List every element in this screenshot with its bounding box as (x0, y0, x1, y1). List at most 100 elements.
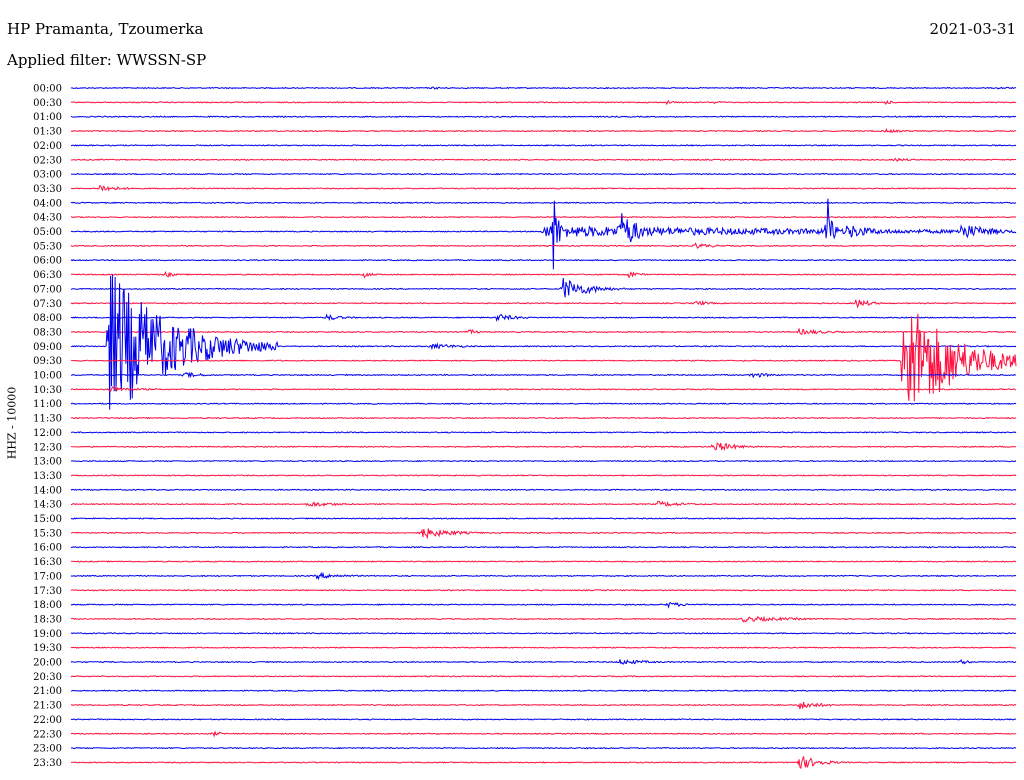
row-time-label: 12:30 (33, 442, 62, 453)
row-time-label: 13:30 (33, 471, 62, 482)
row-time-label: 03:00 (33, 170, 62, 181)
seismic-trace (70, 442, 1017, 451)
seismic-trace (70, 658, 1017, 665)
seismic-trace (70, 571, 1017, 581)
seismic-trace (70, 488, 1017, 492)
row-time-label: 16:00 (33, 543, 62, 554)
seismic-trace (70, 215, 1017, 219)
seismic-trace (70, 402, 1017, 405)
row-time-label: 10:00 (33, 371, 62, 382)
seismic-trace (71, 459, 1017, 463)
row-time-label: 23:30 (33, 758, 62, 769)
row-time-label: 17:00 (33, 571, 62, 582)
row-time-label: 01:30 (33, 127, 62, 138)
seismic-trace (70, 157, 1016, 162)
seismic-trace (70, 185, 1017, 192)
row-time-label: 09:00 (33, 342, 62, 353)
seismic-trace (71, 560, 1017, 563)
seismic-trace (70, 270, 1017, 279)
row-time-label: 14:00 (33, 485, 62, 496)
seismic-trace (70, 299, 1017, 309)
seismic-trace (70, 602, 1017, 609)
seismic-trace (70, 313, 1017, 322)
seismic-trace (70, 718, 1017, 721)
seismic-trace (70, 144, 1017, 147)
row-time-label: 07:30 (33, 299, 62, 310)
seismic-trace (70, 198, 1017, 270)
seismic-trace (70, 675, 1017, 678)
row-time-label: 21:00 (33, 686, 62, 697)
row-time-label: 04:30 (33, 213, 62, 224)
row-time-label: 05:00 (33, 227, 62, 238)
row-time-label: 08:30 (33, 327, 62, 338)
row-time-label: 22:30 (33, 729, 62, 740)
row-time-label: 00:00 (33, 84, 62, 95)
row-time-label: 00:30 (33, 98, 62, 109)
row-time-label: 23:00 (33, 744, 62, 755)
seismic-trace (70, 545, 1017, 549)
seismic-trace (70, 517, 1016, 520)
row-time-label: 02:30 (33, 155, 62, 166)
row-time-label: 22:00 (33, 715, 62, 726)
row-time-label: 03:30 (33, 184, 62, 195)
seismic-trace (70, 746, 1017, 750)
row-time-label: 20:00 (33, 658, 62, 669)
seismic-trace (70, 371, 1017, 379)
seismic-trace (70, 416, 1017, 420)
row-time-label: 15:30 (33, 528, 62, 539)
row-time-label: 07:00 (33, 284, 62, 295)
seismic-trace (70, 115, 1017, 118)
record-date: 2021-03-31 (929, 20, 1016, 38)
seismic-trace (70, 701, 1017, 710)
seismic-trace (70, 528, 1017, 540)
seismic-trace (70, 242, 1016, 249)
seismic-trace (70, 277, 1017, 298)
seismic-trace (70, 385, 1017, 392)
seismic-trace (71, 274, 1017, 410)
row-time-label: 18:30 (33, 614, 62, 625)
row-time-label: 14:30 (33, 500, 62, 511)
row-time-label: 16:30 (33, 557, 62, 568)
seismic-trace (71, 500, 1017, 508)
row-time-label: 10:30 (33, 385, 62, 396)
row-time-label: 19:30 (33, 643, 62, 654)
row-time-label: 06:30 (33, 270, 62, 281)
seismic-trace (70, 689, 1017, 692)
seismic-trace (70, 731, 1017, 738)
seismic-trace (70, 201, 1017, 205)
row-time-label: 21:30 (33, 701, 62, 712)
seismic-trace (70, 646, 1017, 649)
row-time-label: 02:00 (33, 141, 62, 152)
seismic-trace (70, 172, 1017, 176)
row-time-label: 01:00 (33, 112, 62, 123)
row-time-label: 06:00 (33, 256, 62, 267)
row-time-label: 08:00 (33, 313, 62, 324)
filter-label: Applied filter: WWSSN-SP (7, 51, 207, 69)
row-time-label: 05:30 (33, 241, 62, 252)
seismic-trace (70, 128, 1016, 134)
seismic-trace (70, 86, 1017, 90)
station-title: HP Pramanta, Tzoumerka (7, 20, 204, 38)
row-time-label: 13:00 (33, 457, 62, 468)
seismic-trace (70, 474, 1017, 477)
row-time-label: 17:30 (33, 586, 62, 597)
seismic-trace (70, 258, 1017, 262)
seismic-trace (70, 632, 1017, 635)
seismic-trace (70, 589, 1017, 592)
seismic-trace (70, 756, 1017, 769)
row-time-label: 20:30 (33, 672, 62, 683)
seismic-trace (70, 327, 1017, 336)
row-time-label: 19:00 (33, 629, 62, 640)
row-time-label: 09:30 (33, 356, 62, 367)
row-time-label: 15:00 (33, 514, 62, 525)
seismic-trace (71, 313, 1017, 402)
row-time-label: 18:00 (33, 600, 62, 611)
seismic-trace (70, 431, 1017, 434)
row-time-label: 11:30 (33, 414, 62, 425)
seismic-trace (70, 99, 1017, 106)
row-time-label: 12:00 (33, 428, 62, 439)
seismic-trace (70, 615, 1017, 623)
row-time-label: 04:00 (33, 198, 62, 209)
row-time-label: 11:00 (33, 399, 62, 410)
